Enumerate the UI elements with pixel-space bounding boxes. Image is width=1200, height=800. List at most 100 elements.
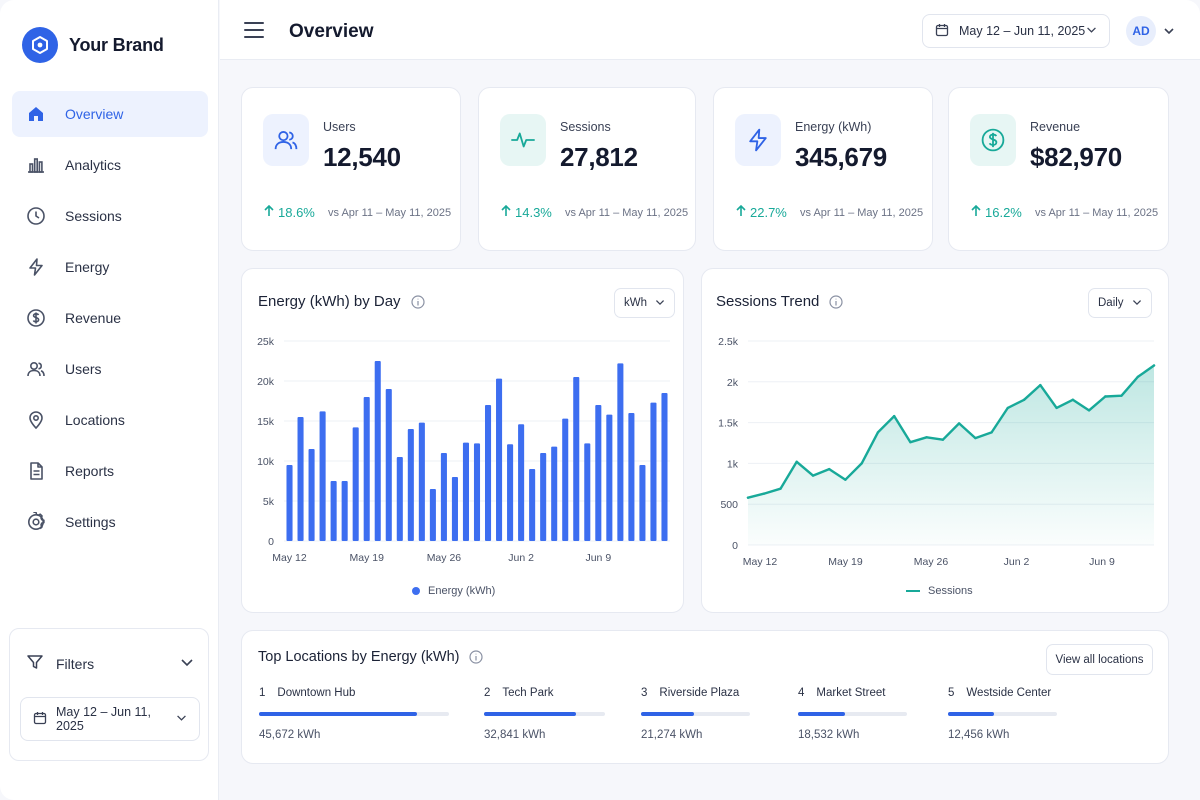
- legend-dot: [412, 587, 420, 595]
- info-icon[interactable]: [410, 294, 425, 309]
- kpi-change: 22.7%: [735, 204, 787, 220]
- top-locations-title-text: Top Locations by Energy (kWh): [258, 649, 460, 665]
- kpi-change-value: 16.2%: [985, 205, 1022, 220]
- document-icon: [25, 460, 47, 482]
- info-icon[interactable]: [829, 294, 843, 309]
- sessions-period-select[interactable]: Daily: [1088, 288, 1152, 318]
- sidebar-item-users[interactable]: Users: [12, 346, 208, 392]
- sessions-point: [1039, 383, 1042, 387]
- arrow-up-icon: [735, 204, 747, 220]
- location-name: Market Street: [816, 687, 886, 699]
- sessions-area-chart: 0 500 1k 1.5k 2k 2.5k May 12 May 19 May 26 Jun 2 J…: [718, 336, 1156, 568]
- info-icon[interactable]: [469, 650, 484, 664]
- brand-logo-icon: [22, 27, 58, 63]
- energy-unit-select[interactable]: kWh: [614, 288, 675, 318]
- location-name: Westside Center: [966, 687, 1052, 699]
- home-icon: [25, 103, 47, 125]
- energy-bar: [385, 389, 392, 541]
- chevron-down-icon[interactable]: [1162, 24, 1176, 38]
- sessions-point: [1022, 398, 1026, 401]
- sidebar-item-analytics[interactable]: Analytics: [12, 142, 208, 188]
- arrow-up-icon: [500, 204, 512, 220]
- location-progress-fill: [798, 712, 845, 716]
- sessions-point: [941, 438, 945, 441]
- chevron-down-icon: [1132, 297, 1142, 310]
- sidebar: Your Brand Overview Analytics Sessions E…: [0, 0, 219, 800]
- location-item[interactable]: 1 Downtown Hub 45,672 kWh: [259, 687, 449, 741]
- hamburger-menu-icon[interactable]: [244, 20, 264, 40]
- top-locations-card: Top Locations by Energy (kWh) View all l…: [241, 630, 1169, 764]
- y-tick-label: 2k: [727, 377, 739, 389]
- kpi-change: 18.6%: [263, 204, 315, 220]
- kpi-label: Revenue: [1030, 120, 1081, 134]
- location-item[interactable]: 5 Westside Center 12,456 kWh: [948, 687, 1057, 741]
- energy-bar: [518, 424, 525, 541]
- energy-bar: [529, 469, 536, 541]
- energy-bar: [540, 453, 547, 541]
- x-tick-label: Jun 2: [1004, 556, 1030, 568]
- energy-bar: [374, 361, 381, 541]
- kpi-compare: vs Apr 11 – May 11, 2025: [328, 207, 452, 219]
- date-range-picker[interactable]: May 12 – Jun 11, 2025: [922, 14, 1110, 48]
- sidebar-item-revenue[interactable]: Revenue: [12, 295, 208, 341]
- location-progress-bar: [641, 712, 750, 716]
- energy-bar: [617, 363, 624, 541]
- location-progress-bar: [259, 712, 449, 716]
- energy-bar: [584, 443, 591, 541]
- sessions-chart-title-text: Sessions Trend: [716, 293, 820, 310]
- sidebar-item-overview[interactable]: Overview: [12, 91, 208, 137]
- energy-bar: [606, 414, 613, 541]
- sidebar-item-energy[interactable]: Energy: [12, 244, 208, 290]
- sidebar-item-label: Settings: [65, 514, 116, 530]
- location-rank: 3: [641, 687, 648, 699]
- filters-date-select[interactable]: May 12 – Jun 11, 2025: [20, 697, 200, 741]
- x-tick-label: May 19: [828, 556, 863, 568]
- location-item[interactable]: 3 Riverside Plaza 21,274 kWh: [641, 687, 750, 741]
- energy-bar: [562, 418, 569, 541]
- filters-toggle[interactable]: Filters: [26, 653, 194, 674]
- location-value: 32,841 kWh: [484, 729, 546, 741]
- kpi-compare: vs Apr 11 – May 11, 2025: [565, 207, 689, 219]
- location-value: 45,672 kWh: [259, 729, 321, 741]
- sidebar-item-locations[interactable]: Locations: [12, 397, 208, 443]
- sidebar-item-settings[interactable]: Settings: [12, 499, 208, 545]
- location-progress-bar: [948, 712, 1057, 716]
- kpi-label: Users: [323, 120, 356, 134]
- dollar-circle-icon: [970, 114, 1016, 166]
- location-value: 12,456 kWh: [948, 729, 1010, 741]
- sessions-point: [1087, 409, 1091, 412]
- sessions-area-fill: [748, 365, 1154, 545]
- location-name: Tech Park: [502, 687, 554, 699]
- y-tick-label: 0: [268, 536, 274, 548]
- location-item[interactable]: 2 Tech Park 32,841 kWh: [484, 687, 605, 741]
- sessions-point: [909, 440, 912, 444]
- energy-bar: [573, 377, 580, 541]
- x-tick-label: Jun 9: [1089, 556, 1115, 568]
- y-tick-label: 5k: [263, 496, 275, 508]
- y-tick-label: 1k: [727, 458, 739, 470]
- avatar[interactable]: AD: [1126, 16, 1156, 46]
- clock-icon: [25, 205, 47, 227]
- chevron-down-icon: [655, 297, 665, 310]
- sessions-point: [860, 462, 863, 465]
- users-icon: [263, 114, 309, 166]
- energy-bar: [429, 489, 436, 541]
- kpi-card-sessions: Sessions 27,812 14.3% vs Apr 11 – May 11…: [478, 87, 696, 251]
- bolt-icon: [25, 256, 47, 278]
- view-all-locations-button[interactable]: View all locations: [1046, 644, 1153, 675]
- sidebar-item-reports[interactable]: Reports: [12, 448, 208, 494]
- sessions-point: [746, 496, 750, 499]
- sessions-point: [876, 431, 880, 434]
- sidebar-item-label: Overview: [65, 106, 124, 122]
- top-bar: Overview May 12 – Jun 11, 2025 AD: [220, 0, 1200, 60]
- sidebar-item-sessions[interactable]: Sessions: [12, 193, 208, 239]
- sessions-point: [925, 436, 928, 439]
- sessions-point: [1006, 406, 1010, 410]
- location-item[interactable]: 4 Market Street 18,532 kWh: [798, 687, 907, 741]
- brand[interactable]: Your Brand: [22, 27, 164, 63]
- sessions-point: [1104, 395, 1107, 398]
- x-tick-label: Jun 9: [585, 552, 611, 564]
- filters-label: Filters: [56, 655, 95, 672]
- energy-bar-chart: 0 5k 10k 15k 20k 25k May 12 May 19 May 26 Jun 2 Ju…: [257, 336, 670, 564]
- sidebar-item-label: Users: [65, 361, 102, 377]
